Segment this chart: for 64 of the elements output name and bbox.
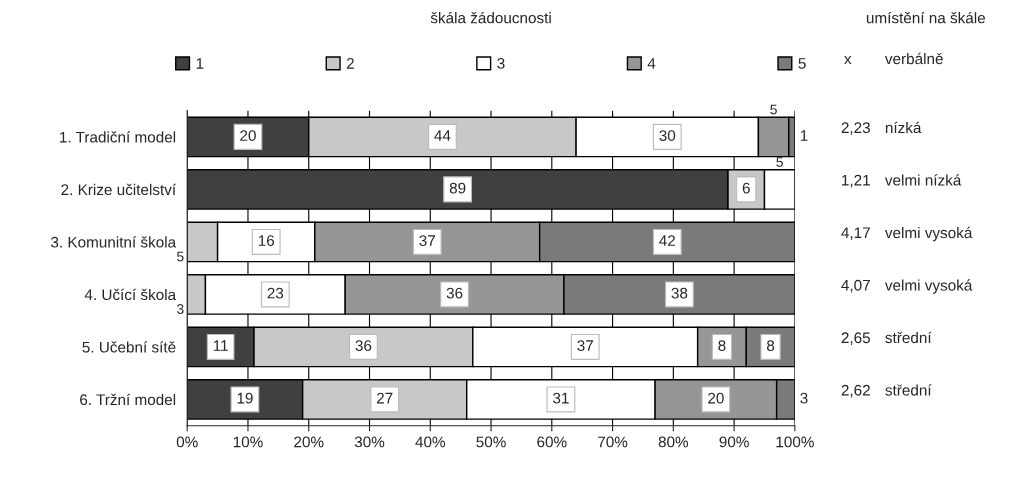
- text: 2,23: [841, 122, 870, 135]
- data-label: 30: [659, 130, 676, 141]
- x-tick-label: 70%: [598, 436, 628, 448]
- y-tick-label: 2. Krize učitelství: [61, 183, 177, 196]
- x-tick-label: 40%: [415, 436, 446, 448]
- text: velmi vysoká: [884, 279, 973, 294]
- text: nízká: [885, 121, 922, 134]
- x-tick-label: 80%: [658, 436, 689, 448]
- data-label: 37: [577, 340, 593, 352]
- data-label: 8: [718, 340, 726, 352]
- legend-title: škála žádoucnosti: [430, 11, 551, 24]
- x-tick-label: 90%: [719, 436, 749, 448]
- y-tick-label: 5. Učební sítě: [82, 341, 176, 353]
- text: verbálně: [884, 52, 943, 65]
- data-label: 23: [267, 287, 284, 299]
- legend-label: 5: [798, 58, 806, 69]
- x-tick-label: 50%: [476, 436, 506, 448]
- y-tick-label: 6. Tržní model: [80, 393, 176, 406]
- y-tick-label: 1. Tradiční model: [60, 131, 176, 143]
- text: x: [844, 56, 852, 65]
- data-label: 89: [449, 182, 466, 194]
- legend-label: 1: [196, 58, 204, 69]
- x-tick-label: 0%: [176, 436, 198, 448]
- legend-label: 3: [497, 57, 505, 69]
- text: 1,21: [842, 174, 870, 188]
- text: 4,07: [841, 279, 870, 293]
- text: umístění na škále: [866, 11, 986, 24]
- data-label: 8: [766, 340, 775, 352]
- legend-label: 2: [346, 57, 354, 69]
- data-label: 5: [776, 157, 783, 167]
- data-label: 11: [213, 340, 228, 351]
- data-label: 27: [376, 392, 393, 404]
- y-tick-label: 3. Komunitní škola: [51, 236, 177, 248]
- data-label: 44: [434, 130, 451, 141]
- data-label: 16: [258, 235, 275, 246]
- data-label: 3: [800, 392, 808, 404]
- data-label: 1: [800, 130, 808, 141]
- x-tick-label: 60%: [537, 436, 567, 448]
- text: střední: [885, 384, 932, 396]
- x-tick-label: 20%: [294, 436, 324, 448]
- data-label: 6: [742, 182, 750, 194]
- y-tick-label: 4. Učící škola: [84, 288, 177, 301]
- x-tick-label: 10%: [233, 436, 263, 448]
- text: 2,65: [841, 332, 870, 345]
- text: 2,62: [841, 384, 870, 398]
- text: velmi nízká: [884, 174, 962, 186]
- data-label: 37: [419, 235, 435, 246]
- x-tick-label: 30%: [354, 436, 385, 448]
- data-label: 20: [708, 392, 724, 404]
- data-label: 42: [659, 235, 675, 246]
- text: 4,17: [841, 227, 870, 240]
- text: střední: [885, 331, 932, 344]
- data-label: 31: [553, 392, 569, 404]
- data-label: 36: [355, 340, 372, 352]
- data-label: 5: [177, 251, 184, 262]
- data-label: 20: [240, 130, 256, 141]
- text: velmi vysoká: [884, 226, 973, 242]
- data-label: 19: [237, 392, 253, 404]
- data-label: 5: [770, 104, 777, 115]
- x-tick-label: 100%: [776, 436, 814, 448]
- data-label: 3: [176, 304, 184, 314]
- legend-label: 4: [647, 58, 656, 69]
- data-label: 38: [671, 287, 688, 299]
- data-label: 36: [446, 287, 463, 299]
